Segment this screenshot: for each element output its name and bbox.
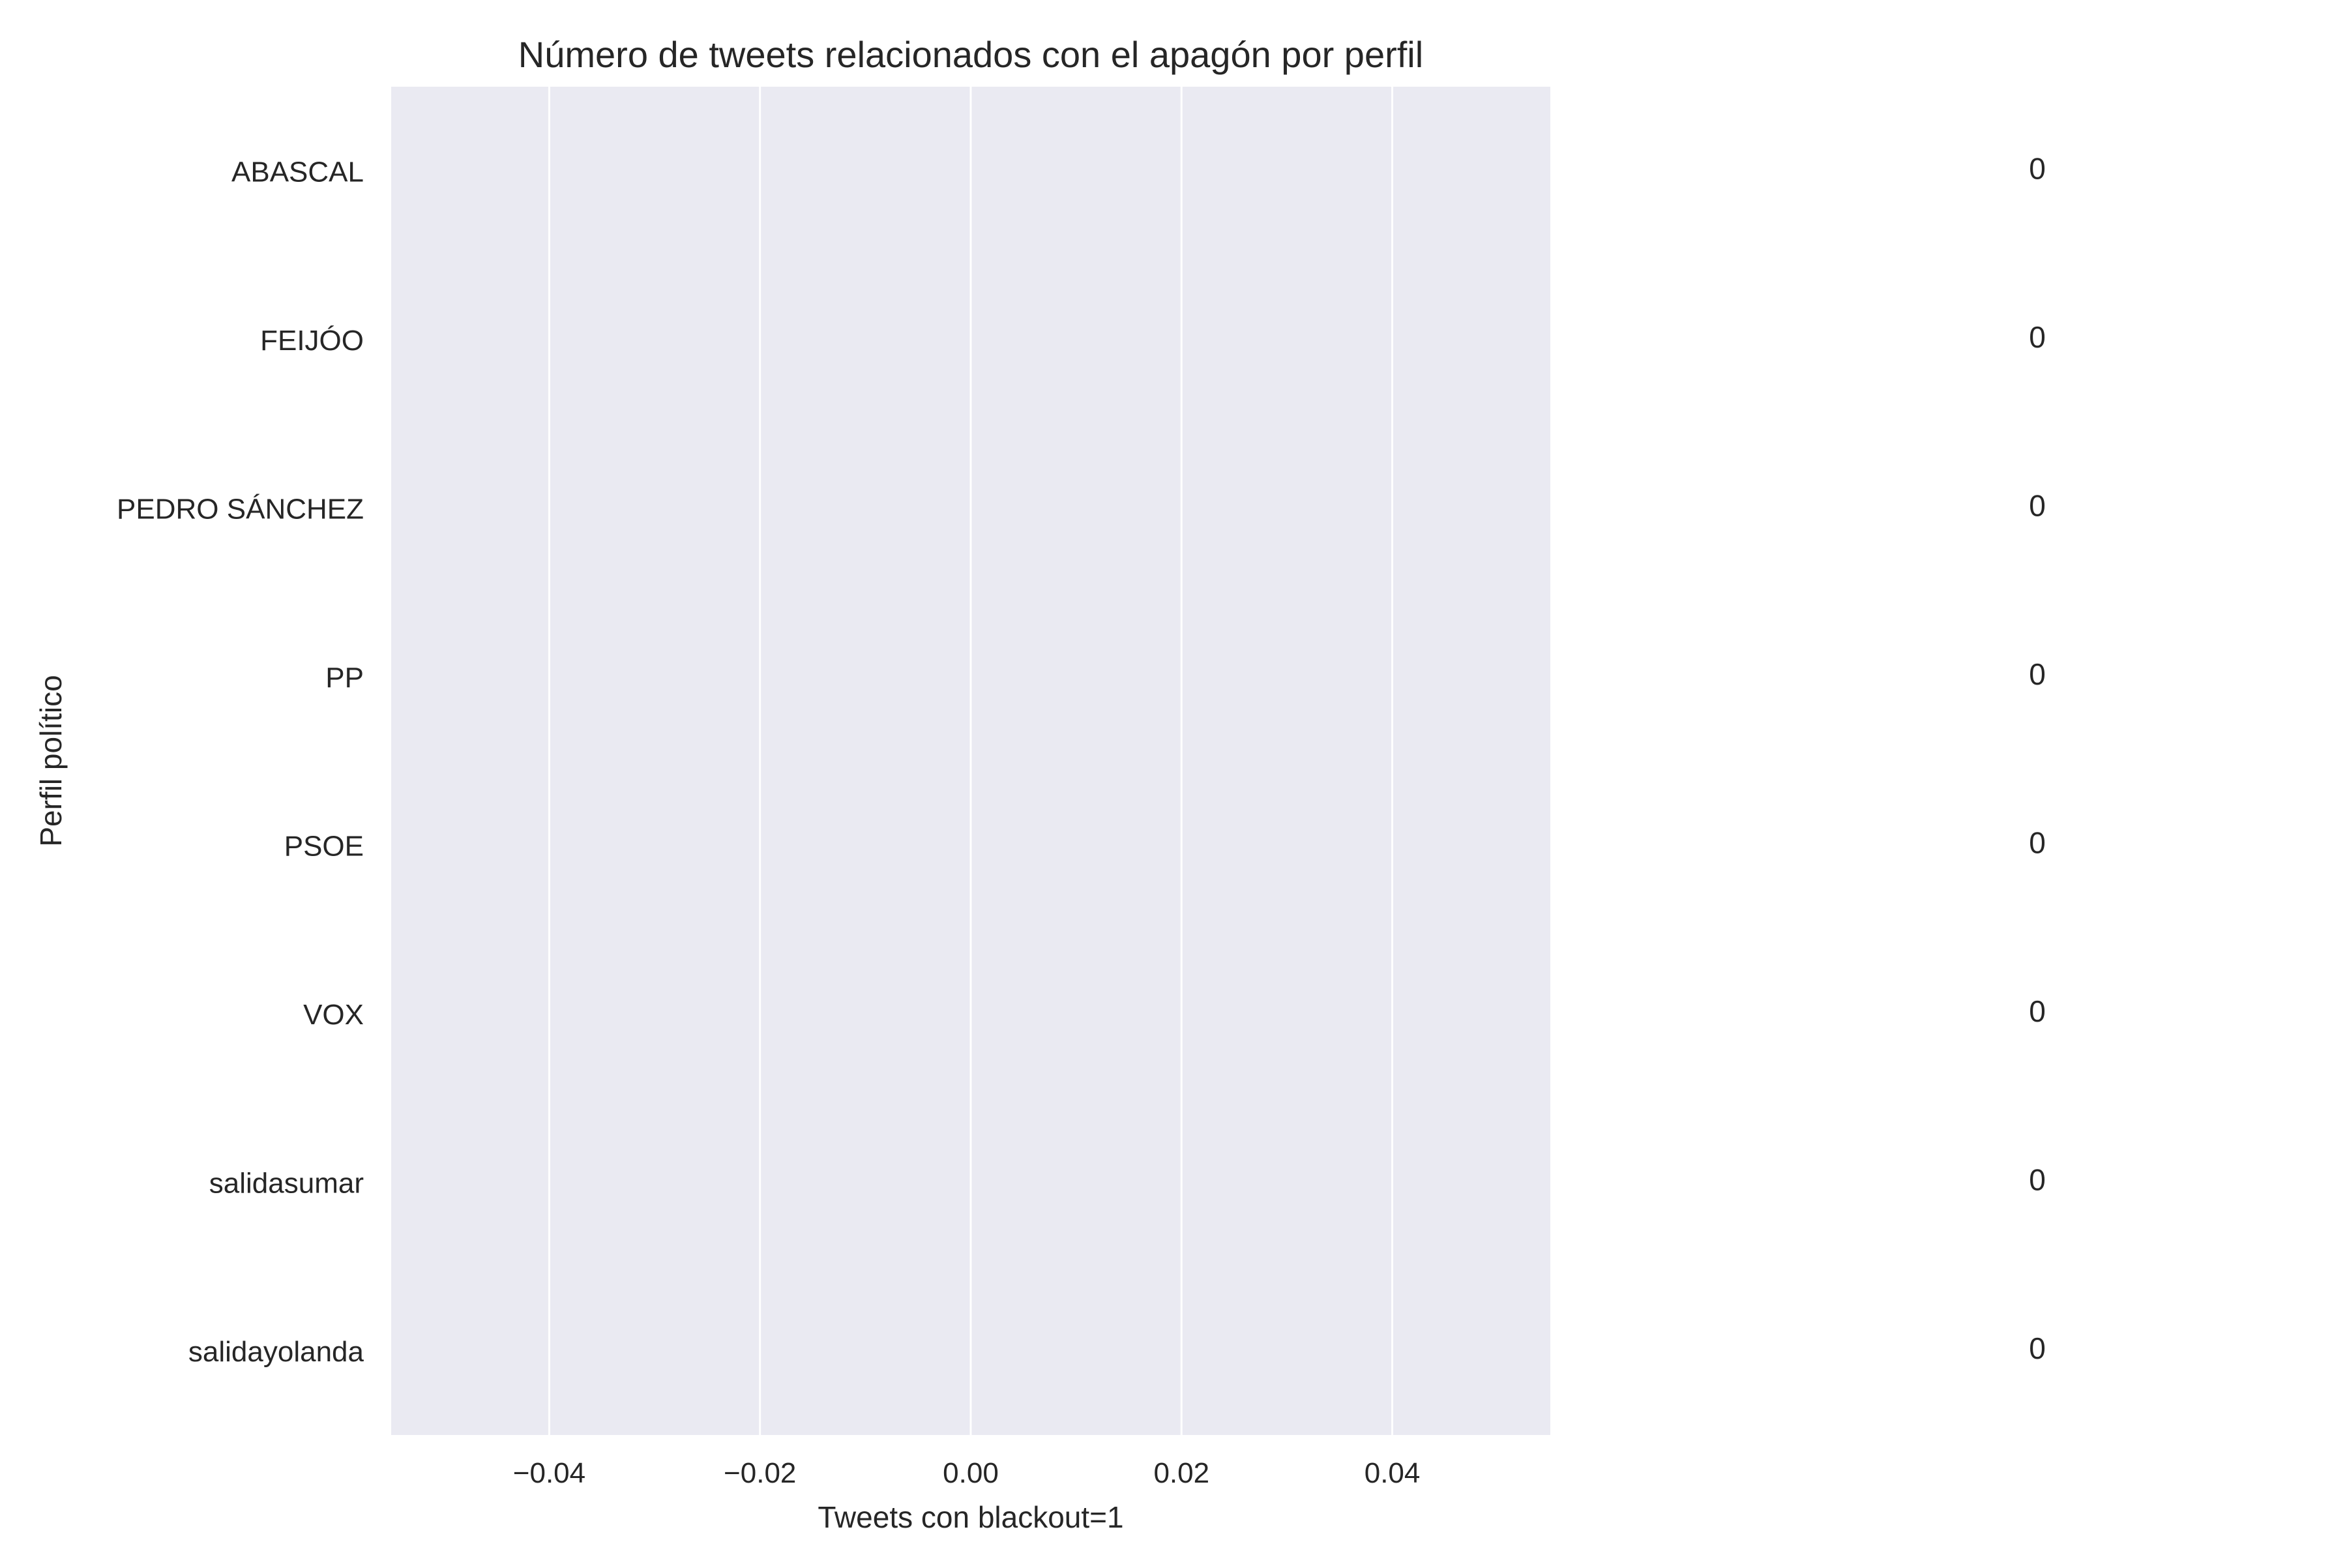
x-tick-labels: −0.04 −0.02 0.00 0.02 0.04 [513, 1457, 1421, 1489]
y-axis-label: Perfil político [34, 675, 68, 846]
y-tick-label: salidayolanda [188, 1336, 364, 1368]
data-label: 0 [2029, 488, 2046, 522]
y-tick-label: FEIJÓO [260, 325, 364, 357]
x-axis-label: Tweets con blackout=1 [818, 1500, 1123, 1534]
y-tick-label: PEDRO SÁNCHEZ [117, 493, 364, 525]
data-label: 0 [2029, 994, 2046, 1028]
data-label: 0 [2029, 320, 2046, 354]
chart-title: Número de tweets relacionados con el apa… [518, 34, 1423, 75]
data-label: 0 [2029, 825, 2046, 859]
y-tick-label: PSOE [284, 830, 364, 862]
x-tick-label: 0.00 [943, 1457, 999, 1489]
y-tick-label: ABASCAL [231, 156, 364, 188]
data-label: 0 [2029, 1162, 2046, 1196]
data-label: 0 [2029, 151, 2046, 185]
y-tick-labels: ABASCAL FEIJÓO PEDRO SÁNCHEZ PP PSOE VOX salid… [117, 156, 364, 1368]
y-tick-label: PP [325, 662, 364, 694]
x-tick-label: 0.02 [1153, 1457, 1209, 1489]
y-tick-label: VOX [303, 999, 364, 1031]
y-tick-label: salidasumar [209, 1167, 364, 1199]
x-tick-label: −0.04 [513, 1457, 585, 1489]
x-tick-label: 0.04 [1365, 1457, 1421, 1489]
data-label: 0 [2029, 1331, 2046, 1365]
x-tick-label: −0.02 [724, 1457, 796, 1489]
grid-lines [548, 87, 1394, 1435]
data-labels: 0 0 0 0 0 0 0 0 [2029, 151, 2046, 1365]
data-label: 0 [2029, 657, 2046, 691]
